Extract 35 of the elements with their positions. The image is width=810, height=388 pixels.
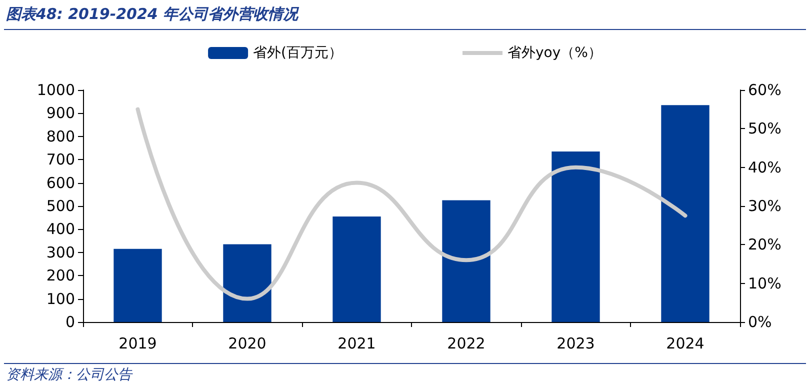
bar: [332, 216, 381, 322]
y-tick-label: 400: [46, 220, 75, 238]
bar: [442, 200, 490, 322]
y-tick-label: 1000: [36, 81, 75, 99]
y2-tick-label: 40%: [748, 158, 782, 176]
y-tick-label: 500: [46, 197, 75, 215]
y2-tick-label: 50%: [748, 120, 782, 138]
y2-tick-label: 60%: [748, 81, 782, 99]
x-tick-label: 2024: [666, 334, 704, 352]
bar: [552, 151, 600, 322]
y2-tick-label: 0%: [748, 313, 772, 331]
chart-title: 图表48: 2019-2024 年公司省外营收情况: [6, 5, 298, 24]
x-tick-label: 2023: [556, 334, 595, 352]
x-tick-label: 2019: [118, 334, 157, 352]
y-tick-label: 200: [46, 266, 75, 285]
y-tick-label: 0: [65, 313, 75, 331]
y-tick-label: 600: [46, 174, 75, 192]
bar: [661, 105, 710, 322]
legend-label: 省外yoy（%）: [508, 45, 602, 61]
legend-label: 省外(百万元）: [253, 45, 343, 61]
y2-tick-label: 30%: [748, 197, 782, 215]
y-tick-label: 800: [46, 127, 75, 146]
y-tick-label: 700: [46, 150, 75, 169]
x-tick-label: 2020: [228, 334, 266, 352]
y-tick-label: 100: [46, 290, 75, 308]
x-tick-label: 2022: [447, 334, 486, 352]
y-tick-label: 900: [46, 104, 75, 122]
y2-tick-label: 20%: [748, 236, 782, 254]
bar: [223, 244, 272, 322]
bar: [114, 248, 162, 322]
y2-tick-label: 10%: [748, 274, 782, 292]
x-tick-label: 2021: [338, 334, 376, 352]
text: 资料来源：公司公告: [6, 366, 132, 384]
y-tick-label: 300: [46, 243, 75, 262]
line-series: [136, 107, 688, 301]
